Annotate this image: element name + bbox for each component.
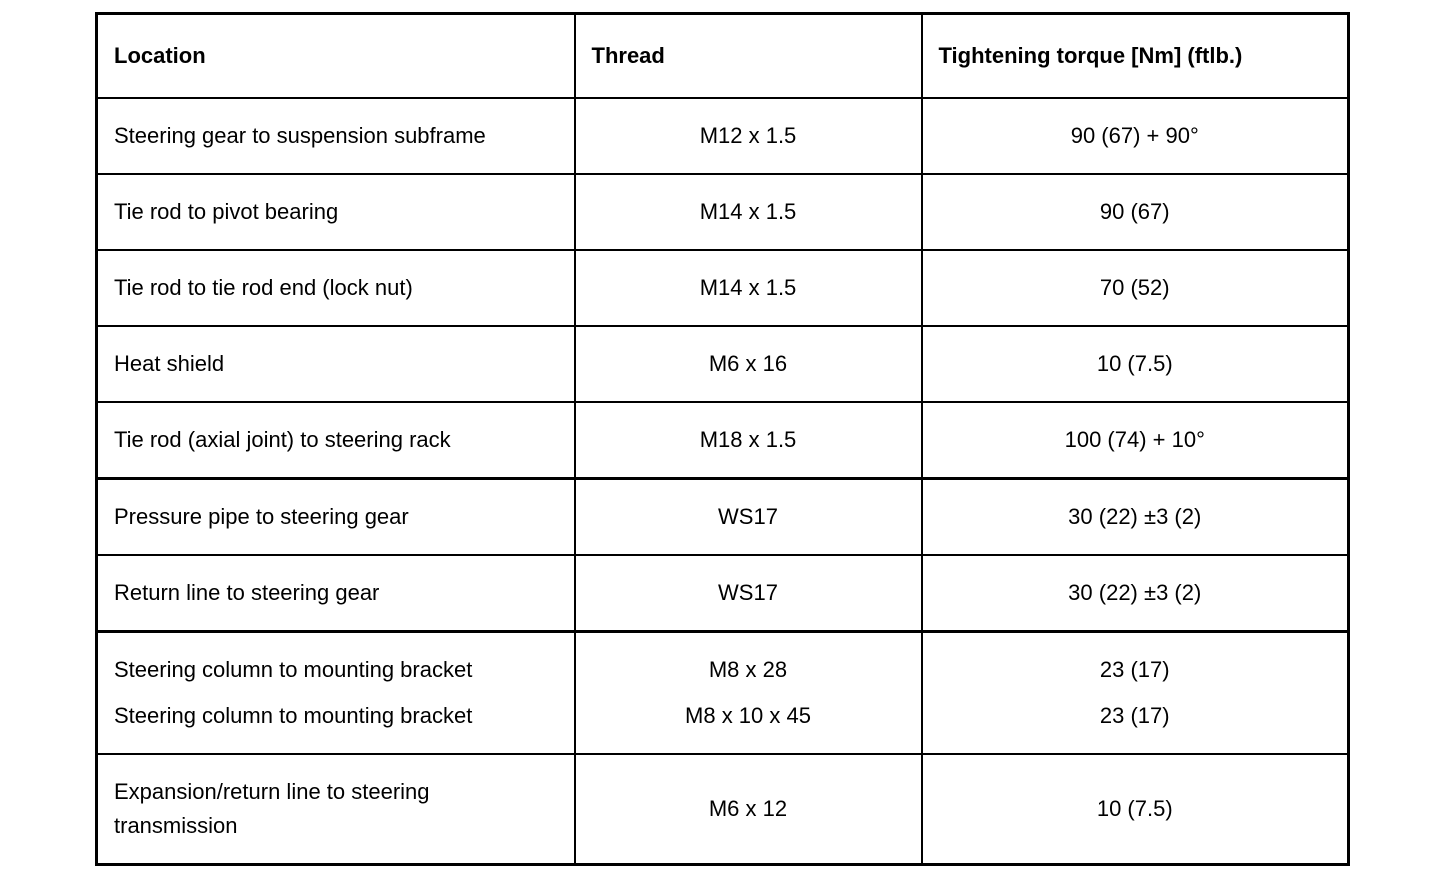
cell-text: 30 (22) ±3 (2) (1068, 504, 1202, 529)
table-row: Pressure pipe to steering gear WS17 30 (22… (95, 477, 1350, 556)
cell-text: Heat shield (114, 351, 225, 376)
cell-text: 10 (7.5) (1096, 351, 1173, 376)
cell-text: M6 x 16 (708, 351, 788, 376)
cell-text: Expansion/return line to steering transm… (114, 779, 430, 838)
table-cell-torque: 100 (74) + 10° (920, 401, 1350, 480)
table-row: Tie rod to tie rod end (lock nut) M14 x 1… (95, 249, 1350, 327)
table-header: Location Thread Tightening torque [Nm] (… (95, 12, 1350, 99)
table-cell-location: Expansion/return line to steering transm… (95, 753, 576, 866)
table-header-row: Location Thread Tightening torque [Nm] (… (95, 12, 1350, 99)
cell-text: 90 (67) + 90° (1070, 123, 1199, 148)
torque-spec-table: Location Thread Tightening torque [Nm] (… (95, 12, 1350, 866)
table-row: Return line to steering gear WS17 30 (22) … (95, 554, 1350, 633)
cell-text: M18 x 1.5 (699, 427, 797, 452)
table-cell-torque: 70 (52) (920, 249, 1350, 327)
cell-text: Steering column to mounting bracket (114, 657, 473, 682)
table-cell-thread: M6 x 16 (573, 325, 923, 403)
table-cell-torque: 10 (7.5) (920, 325, 1350, 403)
header-location: Location (95, 12, 576, 99)
cell-text: 23 (17) (1099, 657, 1170, 682)
table-cell-location: Steering gear to suspension subframe (95, 97, 576, 175)
table-cell-thread: M14 x 1.5 (573, 173, 923, 251)
cell-text: 100 (74) + 10° (1064, 427, 1205, 452)
table-cell-torque: 90 (67) + 90° (920, 97, 1350, 175)
table-cell-location: Return line to steering gear (95, 554, 576, 633)
cell-text: Tie rod (axial joint) to steering rack (114, 427, 451, 452)
table-cell-thread: M14 x 1.5 (573, 249, 923, 327)
cell-text: Tie rod to tie rod end (lock nut) (114, 275, 413, 300)
table-cell-location: Steering column to mounting bracket Steer… (95, 630, 576, 755)
header-torque: Tightening torque [Nm] (ftlb.) (920, 12, 1350, 99)
table-row: Expansion/return line to steering transm… (95, 753, 1350, 866)
table-cell-torque: 90 (67) (920, 173, 1350, 251)
table-cell-thread: M12 x 1.5 (573, 97, 923, 175)
table-cell-torque: 23 (17) 23 (17) (920, 630, 1350, 755)
table-cell-location: Tie rod (axial joint) to steering rack (95, 401, 576, 480)
table-row: Steering column to mounting bracket Steer… (95, 630, 1350, 755)
table-cell-thread: M18 x 1.5 (573, 401, 923, 480)
table-cell-thread: M6 x 12 (573, 753, 923, 866)
cell-text: Steering column to mounting bracket (114, 703, 473, 728)
table-cell-thread: M8 x 28 M8 x 10 x 45 (573, 630, 923, 755)
table-cell-location: Pressure pipe to steering gear (95, 477, 576, 556)
table-cell-torque: 10 (7.5) (920, 753, 1350, 866)
cell-text: M6 x 12 (708, 796, 788, 821)
table-cell-location: Tie rod to tie rod end (lock nut) (95, 249, 576, 327)
cell-text: M12 x 1.5 (699, 123, 797, 148)
table-body: Steering gear to suspension subframe M12 … (95, 97, 1350, 866)
table-row: Heat shield M6 x 16 10 (7.5) (95, 325, 1350, 403)
cell-text: 90 (67) (1099, 199, 1170, 224)
table-cell-thread: WS17 (573, 554, 923, 633)
cell-text: WS17 (718, 580, 778, 605)
table-cell-torque: 30 (22) ±3 (2) (920, 554, 1350, 633)
table-row: Tie rod to pivot bearing M14 x 1.5 90 (67) (95, 173, 1350, 251)
cell-text: 70 (52) (1099, 275, 1170, 300)
cell-text: Tie rod to pivot bearing (114, 199, 339, 224)
table-cell-location: Heat shield (95, 325, 576, 403)
torque-spec-table-container: Location Thread Tightening torque [Nm] (… (95, 12, 1350, 866)
table-cell-torque: 30 (22) ±3 (2) (920, 477, 1350, 556)
header-thread: Thread (573, 12, 923, 99)
table-row: Steering gear to suspension subframe M12 … (95, 97, 1350, 175)
cell-text: Pressure pipe to steering gear (114, 504, 409, 529)
cell-text: Steering gear to suspension subframe (114, 123, 486, 148)
table-row: Tie rod (axial joint) to steering rack M1… (95, 401, 1350, 480)
cell-text: 30 (22) ±3 (2) (1068, 580, 1202, 605)
cell-text: 10 (7.5) (1096, 796, 1173, 821)
table-cell-thread: WS17 (573, 477, 923, 556)
cell-text: M8 x 10 x 45 (685, 703, 811, 728)
cell-text: Return line to steering gear (114, 580, 380, 605)
cell-text: M14 x 1.5 (699, 275, 797, 300)
cell-text: 23 (17) (1099, 703, 1170, 728)
table-cell-location: Tie rod to pivot bearing (95, 173, 576, 251)
cell-text: WS17 (718, 504, 778, 529)
cell-text: M8 x 28 (708, 657, 788, 682)
cell-text: M14 x 1.5 (699, 199, 797, 224)
